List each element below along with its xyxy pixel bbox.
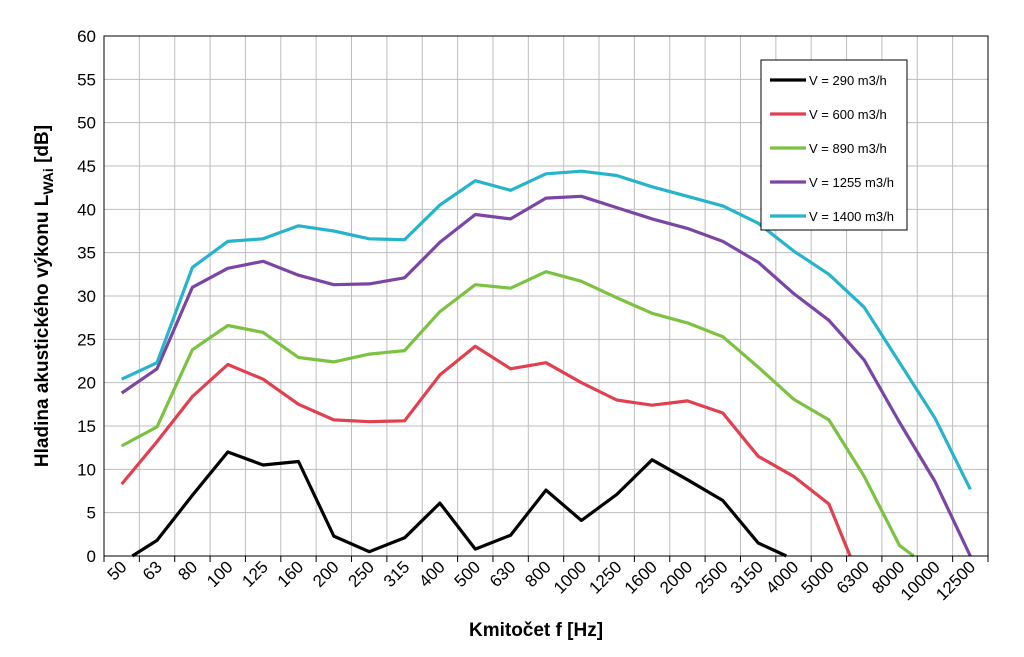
x-tick-label: 500 <box>451 557 484 590</box>
legend-box <box>760 59 908 231</box>
series-line-4 <box>120 194 972 557</box>
x-tick-label: 1000 <box>550 557 590 597</box>
x-tick-label: 800 <box>521 557 554 590</box>
x-tick-label: 2000 <box>656 557 696 597</box>
y-tick-label: 60 <box>77 27 96 46</box>
x-tick-label: 160 <box>274 557 307 590</box>
y-tick-label: 30 <box>77 287 96 306</box>
y-tick-label: 35 <box>77 244 96 263</box>
series-line-1 <box>131 450 788 558</box>
y-tick-label: 55 <box>77 70 96 89</box>
x-tick-label: 6300 <box>833 557 873 597</box>
y-axis-title-subscript: WAi <box>40 168 56 194</box>
y-axis-title-unit: [dB] <box>32 125 53 168</box>
y-tick-label: 20 <box>77 374 96 393</box>
x-tick-label: 5000 <box>798 557 838 597</box>
series-line-3 <box>120 270 915 558</box>
x-tick-label: 63 <box>139 557 166 584</box>
x-tick-label: 250 <box>345 557 378 590</box>
y-tick-label: 5 <box>87 504 96 523</box>
y-tick-label: 15 <box>77 417 96 436</box>
series-line-5 <box>121 169 972 491</box>
y-tick-label: 45 <box>77 157 96 176</box>
x-tick-label: 315 <box>380 557 413 590</box>
x-tick-labels: 50 63 80 100 125 160 200 250 315 400 500 630 8001000… <box>104 557 979 604</box>
y-tick-label: 50 <box>77 114 96 133</box>
x-tick-label: 1250 <box>585 557 625 597</box>
x-tick-label: 100 <box>203 557 236 590</box>
x-tick-label: 200 <box>309 557 342 590</box>
x-tick-label: 1600 <box>621 557 661 597</box>
x-tick-label: 3150 <box>727 557 767 597</box>
y-tick-label: 25 <box>77 330 96 349</box>
legend: V = 290 m3/h V = 600 m3/h V = 890 m3/h V = … <box>760 59 908 231</box>
x-tick-label: 400 <box>415 557 448 590</box>
x-tick-label: 2500 <box>691 557 731 597</box>
x-axis-title: Kmitočet f [Hz] <box>469 620 603 641</box>
legend-label: V = 600 m3/h <box>809 107 887 122</box>
legend-label: V = 1255 m3/h <box>809 175 894 190</box>
y-tick-label: 40 <box>77 200 96 219</box>
x-tick-label: 80 <box>174 557 201 584</box>
y-tick-label: 10 <box>77 460 96 479</box>
x-tick-label: 630 <box>486 557 519 590</box>
x-tick-label: 10000 <box>897 557 944 604</box>
legend-label: V = 890 m3/h <box>809 141 887 156</box>
x-tick-label: 50 <box>104 557 131 584</box>
series-line-2 <box>120 344 852 557</box>
legend-label: V = 1400 m3/h <box>809 209 894 224</box>
x-tick-label: 125 <box>238 557 271 590</box>
plot-border <box>103 35 989 557</box>
y-tick-label: 0 <box>87 547 96 566</box>
x-tick-label: 12500 <box>932 557 979 604</box>
x-tick-label: 4000 <box>762 557 802 597</box>
legend-label: V = 290 m3/h <box>809 73 887 88</box>
series-lines <box>120 169 972 558</box>
y-axis-title-main: Hladina akustického výkonu L <box>32 194 53 467</box>
y-tick-labels: 0 5 10 15 20 25 30 35 40 45 50 55 60 <box>77 27 96 566</box>
y-axis-title: Hladina akustického výkonu LWAi [dB] <box>32 125 56 467</box>
